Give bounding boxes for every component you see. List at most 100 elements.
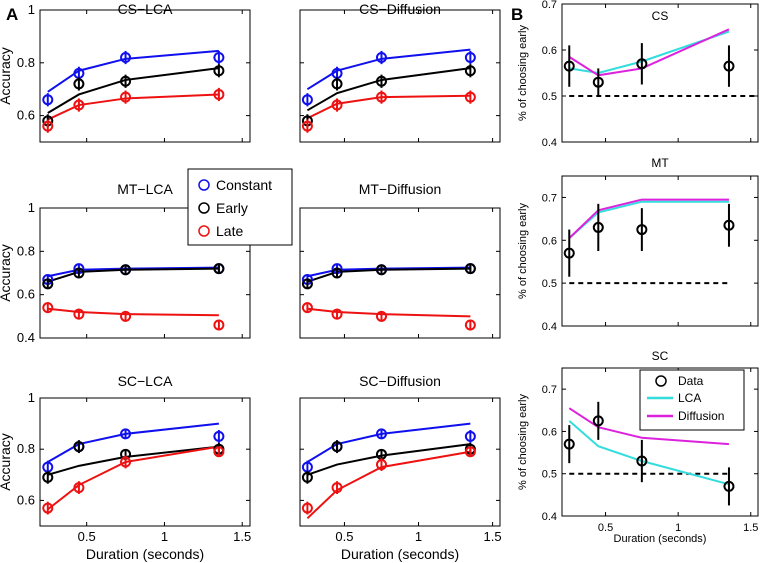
sc-lca-xtick-label: 0.5 [78,529,96,544]
mt-lca-fit-constant [47,266,219,278]
cs-diffusion-point-early [375,75,387,87]
cs-lca-point-early [213,65,225,77]
sc-lca-fit-early [47,445,219,476]
cs-diffusion-axes-frame [299,9,501,143]
sc-diffusion-chart: 0.5 1 1.5 SC−Diffusion Duration (seconds) [299,373,502,562]
b-cs-ylabel: % of choosing early [517,25,529,121]
sc-lca-point-constant [213,430,225,442]
mt-lca-point-late [213,319,225,331]
sc-diffusion-fit-constant [306,422,471,463]
cs-diffusion-point-early [331,78,343,90]
panel-label-a: A [6,5,18,24]
mt-lca-point-late [120,310,132,322]
cs-lca-point-late [213,88,225,100]
b-cs-ytick-label: 0.4 [542,137,557,149]
b-cs-chart: 0.4 0.5 0.6 0.7 CS % of choosing early [517,0,759,149]
mt-lca-point-late [42,302,54,314]
b-cs-ytick-label: 0.5 [542,91,557,103]
cs-lca-point-late [120,91,132,103]
b-sc-fit-lca [568,420,730,486]
sc-lca-axes-frame [39,397,251,527]
cs-lca-point-late [73,99,85,111]
legend-models-box [639,369,745,431]
cs-lca-axes-frame [39,9,251,143]
sc-lca-point-early [73,441,85,453]
mt-lca-ytick-label: 1 [28,200,35,215]
legend-conditions: Constant Early Late [187,168,293,246]
b-sc-point-data [636,455,648,467]
sc-lca-ytick-label: 0.6 [17,492,35,507]
mt-lca-axes-frame [39,207,251,339]
b-cs-point-data [636,58,648,70]
b-mt-point-data [592,221,604,233]
sc-diffusion-xlabel: Duration (seconds) [341,546,459,562]
mt-lca-ytick-label: 0.8 [17,243,35,258]
legend-conditions-box [187,168,293,246]
b-mt-fit-diffusion [568,198,729,239]
sc-lca-chart: 0.6 0.8 1 0.5 1 1.5 SC−LCA Accuracy Duration (se… [0,373,251,562]
b-cs-fit-diffusion [568,28,730,77]
sc-diffusion-point-late [301,502,313,514]
legend-data-label: Data [678,374,704,388]
mt-lca-ytick-label: 0.6 [17,287,35,302]
b-mt-ytick-label: 0.5 [542,278,557,290]
mt-diffusion-chart: MT−Diffusion [299,181,501,339]
sc-lca-fit-late [47,445,220,511]
b-sc-ytick-label: 0.5 [542,469,557,481]
mt-diffusion-axes-frame [299,207,501,339]
mt-diffusion-point-late [375,310,387,322]
mt-lca-point-early [73,267,85,279]
b-sc-point-data [563,438,575,450]
panel-label-b: B [511,5,523,24]
cs-diffusion-fit-early [306,67,471,112]
mt-lca-ytick-label: 0.4 [17,330,35,345]
mt-diffusion-point-early [331,267,343,279]
cs-diffusion-point-late [301,120,313,132]
sc-diffusion-point-early [301,471,313,483]
cs-diffusion-fit-constant [306,48,471,91]
mt-lca-title: MT−LCA [117,181,173,197]
mt-lca-fit-early [47,267,219,283]
sc-lca-point-late [120,456,132,468]
b-cs-fit-lca [569,30,730,75]
sc-lca-point-late [42,502,54,514]
sc-diffusion-point-late [375,459,387,471]
cs-lca-ytick-label: 0.8 [17,55,35,70]
cs-lca-title: CS−LCA [118,1,174,17]
b-sc-xtick-label: 0.5 [598,522,613,534]
mt-diffusion-fit-constant [307,266,471,278]
mt-lca-point-early [120,264,132,276]
b-cs-axes-frame [561,3,759,143]
mt-diffusion-point-late [331,308,343,320]
mt-diffusion-point-early [464,263,476,275]
legend-lca-label: LCA [678,391,701,405]
sc-lca-xlabel: Duration (seconds) [86,546,204,562]
sc-diffusion-point-constant [464,430,476,442]
cs-diffusion-point-late [331,99,343,111]
sc-diffusion-point-early [331,441,343,453]
sc-diffusion-title: SC−Diffusion [359,373,441,389]
sc-lca-ylabel: Accuracy [0,433,13,491]
cs-diffusion-fit-late [306,94,471,120]
sc-diffusion-xtick-label: 0.5 [335,529,353,544]
cs-lca-fit-late [47,93,219,121]
mt-diffusion-fit-late [307,307,471,318]
cs-lca-point-constant [120,52,132,64]
b-mt-ytick-label: 0.4 [542,321,557,333]
mt-lca-point-early [42,278,54,290]
cs-diffusion-title: CS−Diffusion [359,1,441,17]
sc-diffusion-xtick-label: 1 [415,529,422,544]
b-mt-ytick-label: 0.7 [542,192,557,204]
legend-models: Data LCA Diffusion [639,369,745,431]
sc-lca-fit-constant [47,422,219,463]
b-mt-ylabel: % of choosing early [517,203,529,299]
cs-lca-ylabel: Accuracy [0,47,13,105]
b-cs-title: CS [652,9,669,23]
b-cs-ytick-label: 0.7 [542,0,557,11]
sc-diffusion-point-late [331,482,343,494]
b-sc-axes-frame [561,367,759,517]
b-sc-ytick-label: 0.6 [542,426,557,438]
legend-early-marker [198,202,210,214]
legend-constant-label: Constant [216,177,272,193]
